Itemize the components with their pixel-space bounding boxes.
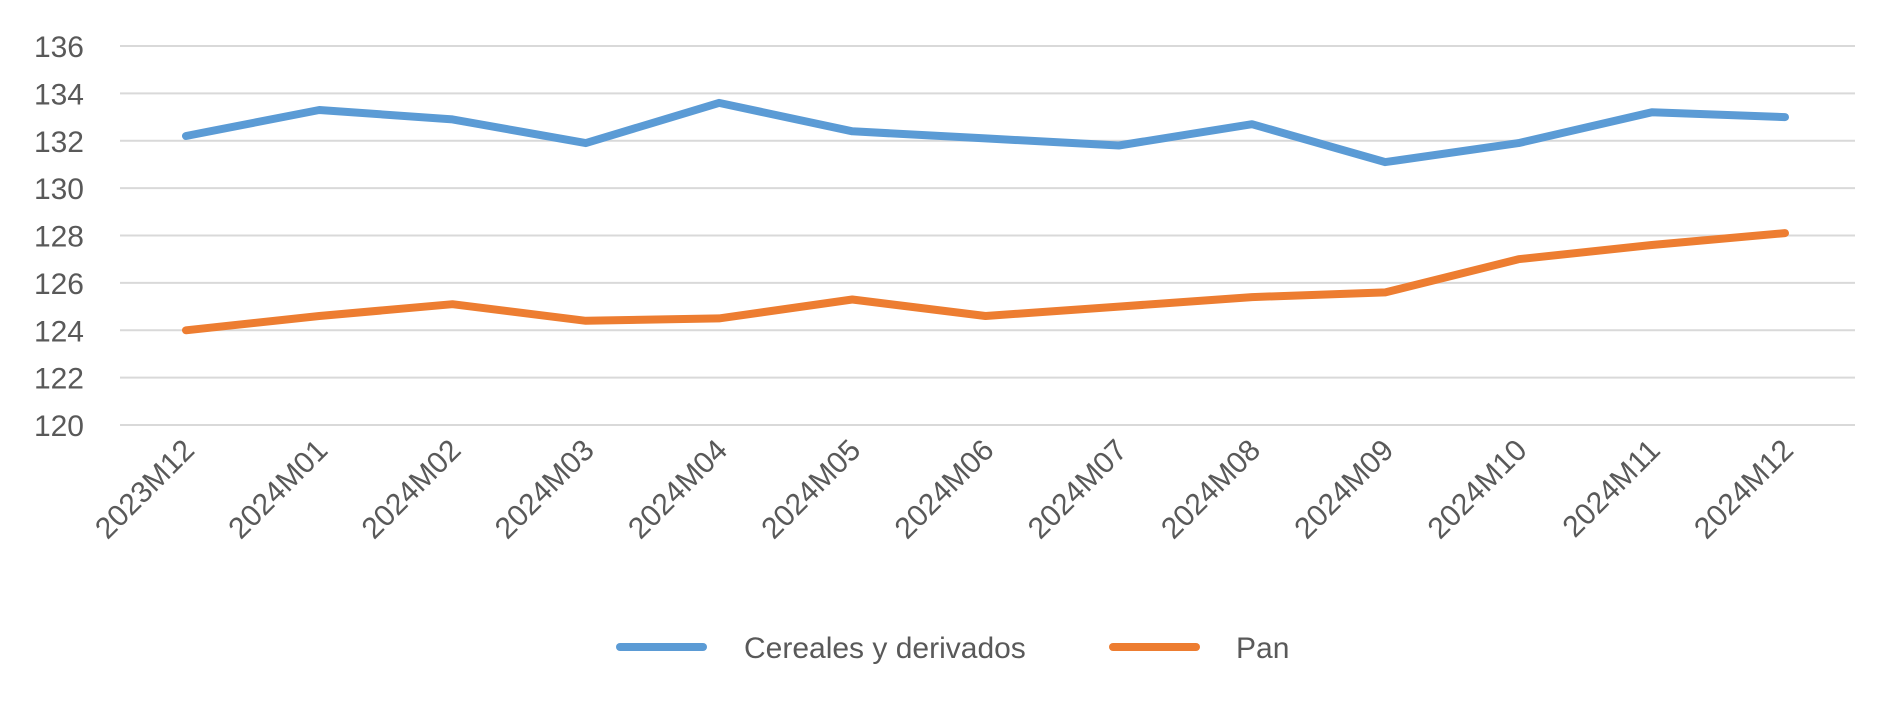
y-tick-label: 132 (34, 126, 84, 159)
x-tick-label: 2024M02 (356, 434, 468, 546)
x-tick-label: 2024M05 (755, 434, 867, 546)
legend-item-1: Pan (1109, 632, 1289, 665)
x-axis-tick-labels: 2023M12 2024M01 2024M02 2024M03 2024M04 2024M… (89, 434, 1800, 546)
x-tick-label: 2024M10 (1422, 434, 1534, 546)
y-tick-label: 136 (34, 31, 84, 64)
legend-item-0: Cereales y derivados (616, 632, 1026, 665)
series-line-1 (182, 229, 1789, 335)
legend: Cereales y derivados Pan (616, 632, 1289, 665)
x-tick-label: 2024M12 (1688, 434, 1800, 546)
x-tick-label: 2024M04 (622, 434, 734, 546)
x-tick-label: 2024M07 (1022, 434, 1134, 546)
x-tick-label: 2024M06 (889, 434, 1001, 546)
y-tick-label: 124 (34, 315, 84, 348)
x-tick-label: 2024M09 (1288, 434, 1400, 546)
y-tick-label: 134 (34, 78, 84, 111)
legend-label: Cereales y derivados (744, 632, 1026, 665)
x-tick-label: 2024M03 (489, 434, 601, 546)
x-tick-label: 2024M08 (1155, 434, 1267, 546)
series-layer (182, 98, 1789, 335)
grid-layer (120, 45, 1855, 426)
y-tick-label: 128 (34, 221, 84, 254)
y-tick-label: 130 (34, 173, 84, 206)
y-tick-label: 120 (34, 410, 84, 443)
x-tick-label: 2024M01 (222, 434, 334, 546)
x-tick-label: 2023M12 (89, 434, 201, 546)
legend-label: Pan (1236, 632, 1289, 665)
x-tick-label: 2024M11 (1556, 434, 1666, 544)
series-line-0 (182, 98, 1789, 167)
y-axis-tick-labels: 120 122 124 126 128 130 132 134 136 (34, 31, 84, 443)
y-tick-label: 122 (34, 363, 84, 396)
y-tick-label: 126 (34, 268, 84, 301)
